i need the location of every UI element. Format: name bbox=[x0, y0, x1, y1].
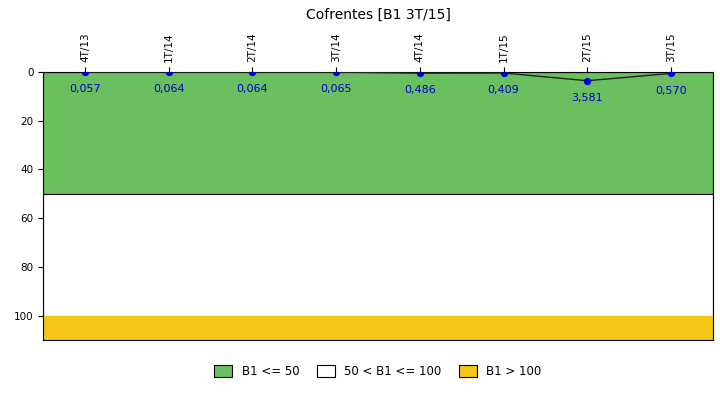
Text: 0,064: 0,064 bbox=[153, 84, 184, 94]
Text: 0,065: 0,065 bbox=[320, 84, 352, 94]
Text: 0,486: 0,486 bbox=[404, 85, 436, 95]
Text: 0,057: 0,057 bbox=[69, 84, 101, 94]
Bar bbox=[43, 194, 713, 316]
Point bbox=[247, 69, 258, 75]
Point bbox=[582, 78, 593, 84]
Point bbox=[414, 70, 426, 76]
Point bbox=[498, 70, 509, 76]
Text: 0,064: 0,064 bbox=[237, 84, 269, 94]
Point bbox=[163, 69, 174, 75]
Bar bbox=[43, 316, 713, 340]
Bar bbox=[43, 72, 713, 194]
Title: Cofrentes [B1 3T/15]: Cofrentes [B1 3T/15] bbox=[305, 8, 451, 22]
Legend: B1 <= 50, 50 < B1 <= 100, B1 > 100: B1 <= 50, 50 < B1 <= 100, B1 > 100 bbox=[210, 360, 546, 382]
Text: 0,409: 0,409 bbox=[487, 85, 519, 95]
Text: 0,570: 0,570 bbox=[655, 86, 687, 96]
Point bbox=[330, 69, 342, 75]
Text: 3,581: 3,581 bbox=[572, 93, 603, 103]
Point bbox=[79, 69, 91, 75]
Point bbox=[665, 70, 677, 76]
